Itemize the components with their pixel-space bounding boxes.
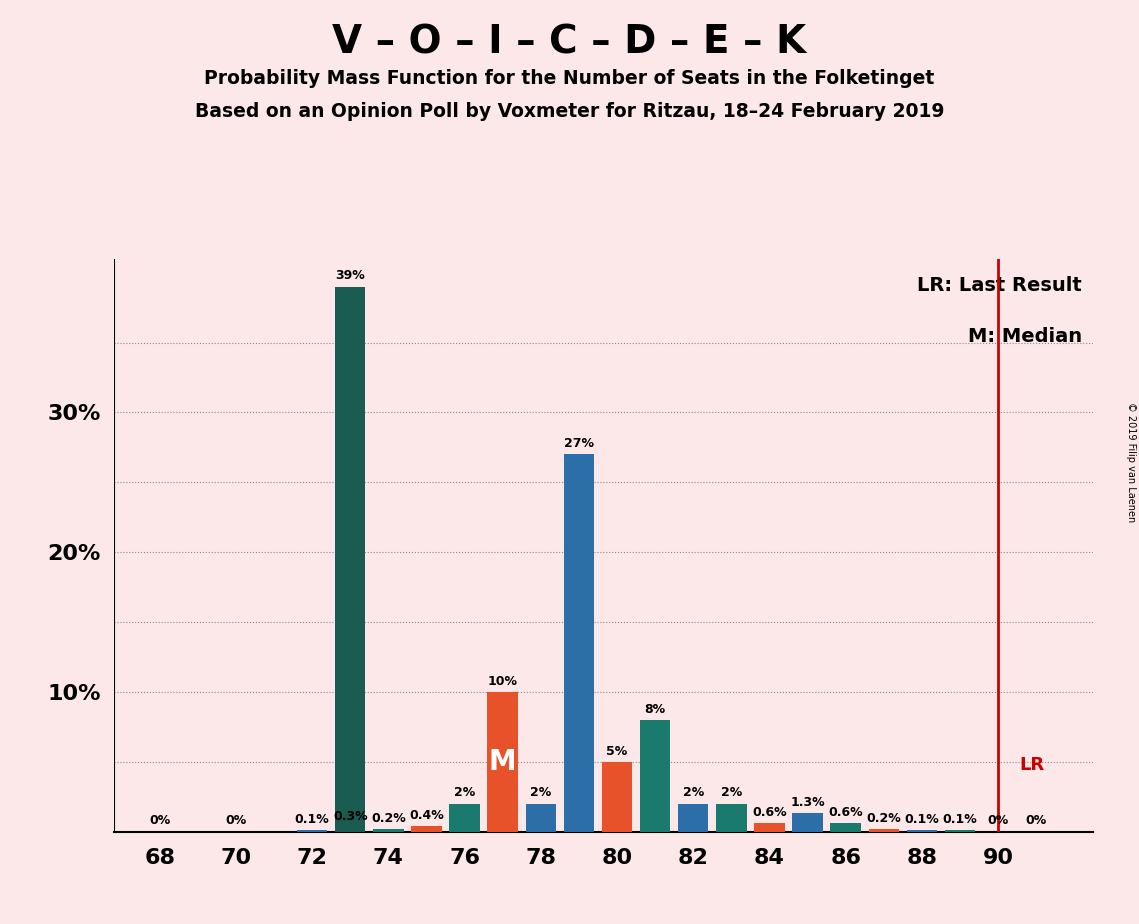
Bar bbox=[678, 804, 708, 832]
Text: 1.3%: 1.3% bbox=[790, 796, 825, 809]
Bar bbox=[487, 692, 518, 832]
Text: 0.2%: 0.2% bbox=[867, 811, 901, 824]
Text: 0.1%: 0.1% bbox=[295, 813, 329, 826]
Text: 0%: 0% bbox=[226, 814, 246, 827]
Bar bbox=[525, 804, 556, 832]
Bar bbox=[907, 830, 937, 832]
Text: 0.4%: 0.4% bbox=[409, 808, 444, 821]
Text: 10%: 10% bbox=[487, 675, 517, 687]
Bar bbox=[335, 286, 366, 832]
Bar bbox=[869, 829, 899, 832]
Text: M: M bbox=[489, 748, 516, 776]
Text: 39%: 39% bbox=[335, 270, 366, 283]
Text: 0%: 0% bbox=[1025, 814, 1047, 827]
Text: 0.1%: 0.1% bbox=[943, 813, 977, 826]
Text: LR: Last Result: LR: Last Result bbox=[917, 276, 1082, 295]
Text: 2%: 2% bbox=[721, 786, 741, 799]
Bar bbox=[716, 804, 746, 832]
Bar bbox=[754, 823, 785, 832]
Text: 2%: 2% bbox=[682, 786, 704, 799]
Text: © 2019 Filip van Laenen: © 2019 Filip van Laenen bbox=[1126, 402, 1136, 522]
Bar bbox=[449, 804, 480, 832]
Bar bbox=[411, 826, 442, 832]
Bar bbox=[793, 813, 822, 832]
Text: 5%: 5% bbox=[606, 745, 628, 758]
Bar bbox=[297, 830, 327, 832]
Text: 0.6%: 0.6% bbox=[752, 806, 787, 819]
Text: 2%: 2% bbox=[530, 786, 551, 799]
Text: 2%: 2% bbox=[454, 786, 475, 799]
Text: Based on an Opinion Poll by Voxmeter for Ritzau, 18–24 February 2019: Based on an Opinion Poll by Voxmeter for… bbox=[195, 102, 944, 121]
Bar bbox=[640, 720, 671, 832]
Bar bbox=[944, 830, 975, 832]
Text: M: Median: M: Median bbox=[967, 327, 1082, 346]
Bar bbox=[335, 827, 366, 832]
Text: 0.3%: 0.3% bbox=[333, 810, 368, 823]
Text: 0.6%: 0.6% bbox=[828, 806, 863, 819]
Bar bbox=[830, 823, 861, 832]
Text: 8%: 8% bbox=[645, 702, 665, 715]
Text: 0.2%: 0.2% bbox=[371, 811, 405, 824]
Bar bbox=[374, 829, 403, 832]
Text: Probability Mass Function for the Number of Seats in the Folketinget: Probability Mass Function for the Number… bbox=[204, 69, 935, 89]
Text: 27%: 27% bbox=[564, 437, 593, 450]
Bar bbox=[564, 455, 595, 832]
Text: 0%: 0% bbox=[149, 814, 170, 827]
Text: V – O – I – C – D – E – K: V – O – I – C – D – E – K bbox=[333, 23, 806, 61]
Text: LR: LR bbox=[1019, 756, 1044, 773]
Text: 0%: 0% bbox=[988, 814, 1009, 827]
Bar bbox=[601, 761, 632, 832]
Text: 0.1%: 0.1% bbox=[904, 813, 940, 826]
